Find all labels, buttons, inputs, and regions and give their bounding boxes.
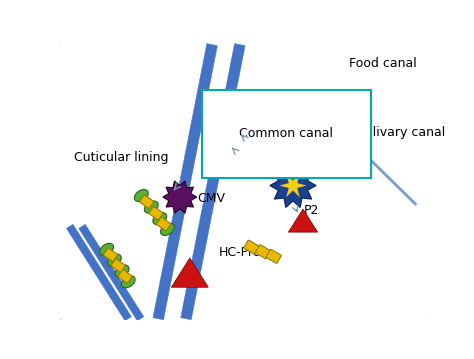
Ellipse shape: [245, 111, 258, 123]
Ellipse shape: [100, 243, 114, 256]
Ellipse shape: [219, 149, 233, 161]
FancyBboxPatch shape: [140, 195, 154, 208]
Ellipse shape: [145, 201, 158, 213]
FancyBboxPatch shape: [59, 42, 427, 321]
Ellipse shape: [161, 223, 174, 236]
Polygon shape: [325, 115, 417, 206]
Ellipse shape: [134, 190, 148, 201]
FancyBboxPatch shape: [248, 105, 262, 118]
Text: CMV: CMV: [198, 192, 226, 205]
Ellipse shape: [225, 136, 239, 148]
Polygon shape: [66, 224, 131, 321]
FancyBboxPatch shape: [240, 116, 255, 129]
Text: CaMV: CaMV: [316, 166, 352, 179]
Polygon shape: [163, 181, 197, 213]
FancyBboxPatch shape: [266, 250, 281, 264]
FancyBboxPatch shape: [222, 142, 236, 155]
FancyBboxPatch shape: [216, 155, 230, 168]
Polygon shape: [181, 43, 245, 320]
FancyBboxPatch shape: [244, 240, 259, 254]
Ellipse shape: [121, 276, 135, 288]
Polygon shape: [153, 43, 218, 320]
Text: P2: P2: [304, 204, 319, 218]
Ellipse shape: [252, 100, 266, 112]
Ellipse shape: [115, 265, 129, 277]
FancyBboxPatch shape: [118, 270, 132, 283]
Polygon shape: [79, 224, 144, 321]
FancyBboxPatch shape: [103, 248, 118, 261]
Text: HC-Pro: HC-Pro: [219, 246, 261, 259]
Text: Common canal: Common canal: [239, 127, 333, 140]
Text: Salivary canal: Salivary canal: [357, 126, 445, 139]
Ellipse shape: [153, 213, 167, 225]
Ellipse shape: [108, 254, 121, 266]
Text: Potyvirus: Potyvirus: [271, 92, 328, 105]
Polygon shape: [171, 258, 208, 287]
Text: Food canal: Food canal: [349, 57, 417, 70]
Polygon shape: [288, 209, 318, 232]
Polygon shape: [279, 174, 307, 197]
FancyBboxPatch shape: [255, 245, 271, 259]
Ellipse shape: [236, 121, 250, 133]
Text: Cuticular lining: Cuticular lining: [74, 150, 169, 164]
FancyBboxPatch shape: [149, 206, 163, 220]
Polygon shape: [270, 164, 316, 208]
FancyBboxPatch shape: [156, 217, 171, 231]
FancyBboxPatch shape: [111, 259, 125, 272]
Ellipse shape: [214, 162, 228, 174]
